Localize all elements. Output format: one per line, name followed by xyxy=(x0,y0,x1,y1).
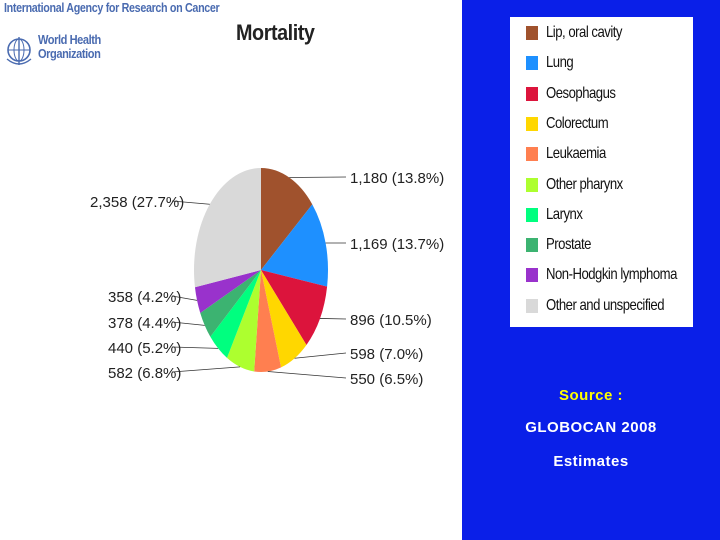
legend-label: Larynx xyxy=(546,205,583,223)
pie-slice xyxy=(261,270,328,345)
leader-line xyxy=(171,295,198,301)
who-name: World Health Organization xyxy=(38,33,101,61)
leader-line xyxy=(294,352,347,359)
legend-item: Prostate xyxy=(526,233,601,257)
legend-label: Non-Hodgkin lymphoma xyxy=(546,266,677,284)
pie-slice xyxy=(254,270,282,372)
data-label: 598 (7.0%) xyxy=(350,346,423,363)
data-label: 1,180 (13.8%) xyxy=(350,170,444,187)
who-line-1: World Health xyxy=(38,32,101,47)
legend-swatch xyxy=(526,298,538,313)
data-label: 1,169 (13.7%) xyxy=(350,236,444,253)
legend-label: Lung xyxy=(546,54,574,72)
who-globe-icon xyxy=(4,33,34,69)
legend-label: Lip, oral cavity xyxy=(546,24,622,41)
leader-line xyxy=(171,366,241,373)
legend-label: Other pharynx xyxy=(546,175,623,193)
legend-swatch xyxy=(526,268,538,283)
legend-item: Lip, oral cavity xyxy=(526,21,639,45)
legend-item: Non-Hodgkin lymphoma xyxy=(526,263,706,287)
legend-swatch xyxy=(526,26,538,40)
legend-swatch xyxy=(526,56,538,71)
legend-item: Colorectum xyxy=(526,112,622,136)
legend-label: Prostate xyxy=(546,236,591,254)
legend-label: Leukaemia xyxy=(546,145,606,163)
data-label: 550 (6.5%) xyxy=(350,371,423,388)
pie-slice xyxy=(261,168,313,270)
who-line-2: Organization xyxy=(38,46,101,61)
source-type: Estimates xyxy=(553,453,629,470)
legend-label: Other and unspecified xyxy=(546,296,665,314)
leader-line xyxy=(289,176,347,178)
legend-swatch xyxy=(526,177,538,192)
legend-swatch xyxy=(526,116,538,131)
chart-title: Mortality xyxy=(236,20,315,45)
legend-swatch xyxy=(526,86,538,101)
legend-item: Other and unspecified xyxy=(526,294,690,318)
pie-slice xyxy=(200,270,261,337)
source-name: GLOBOCAN 2008 xyxy=(525,419,657,436)
pie-slice xyxy=(261,270,307,368)
legend-item: Oesophagus xyxy=(526,82,631,106)
leader-line xyxy=(267,371,347,379)
legend-item: Lung xyxy=(526,51,579,75)
leader-line xyxy=(319,318,347,320)
data-label: 582 (6.8%) xyxy=(108,365,181,382)
pie-slice xyxy=(194,270,261,313)
legend-swatch xyxy=(526,147,538,162)
data-label: 896 (10.5%) xyxy=(350,312,432,329)
leader-line xyxy=(171,346,219,349)
pie-chart: 1,180 (13.8%) 1,169 (13.7%) 896 (10.5%) 598… xyxy=(90,168,444,388)
legend-label: Colorectum xyxy=(546,114,609,132)
legend-swatch xyxy=(526,207,538,222)
legend-item: Leukaemia xyxy=(526,142,619,166)
legend-label: Oesophagus xyxy=(546,84,616,102)
chart-legend: Lip, oral cavity Lung Oesophagus Colorectum… xyxy=(510,17,693,327)
source-label: Source : xyxy=(558,387,623,404)
data-label: 378 (4.4%) xyxy=(108,315,181,332)
data-label: 440 (5.2%) xyxy=(108,340,181,357)
legend-item: Larynx xyxy=(526,203,590,227)
legend-item: Other pharynx xyxy=(526,173,640,197)
legend-swatch xyxy=(526,238,538,253)
data-label: 358 (4.2%) xyxy=(108,289,181,306)
pie-slice xyxy=(227,270,261,372)
org-name: International Agency for Research on Can… xyxy=(4,1,220,15)
leader-line xyxy=(171,200,210,205)
pie-slice xyxy=(194,168,261,288)
leader-line xyxy=(171,321,205,326)
pie-slice xyxy=(261,204,328,287)
data-label: 2,358 (27.7%) xyxy=(90,194,184,211)
pie-slice xyxy=(210,270,261,358)
